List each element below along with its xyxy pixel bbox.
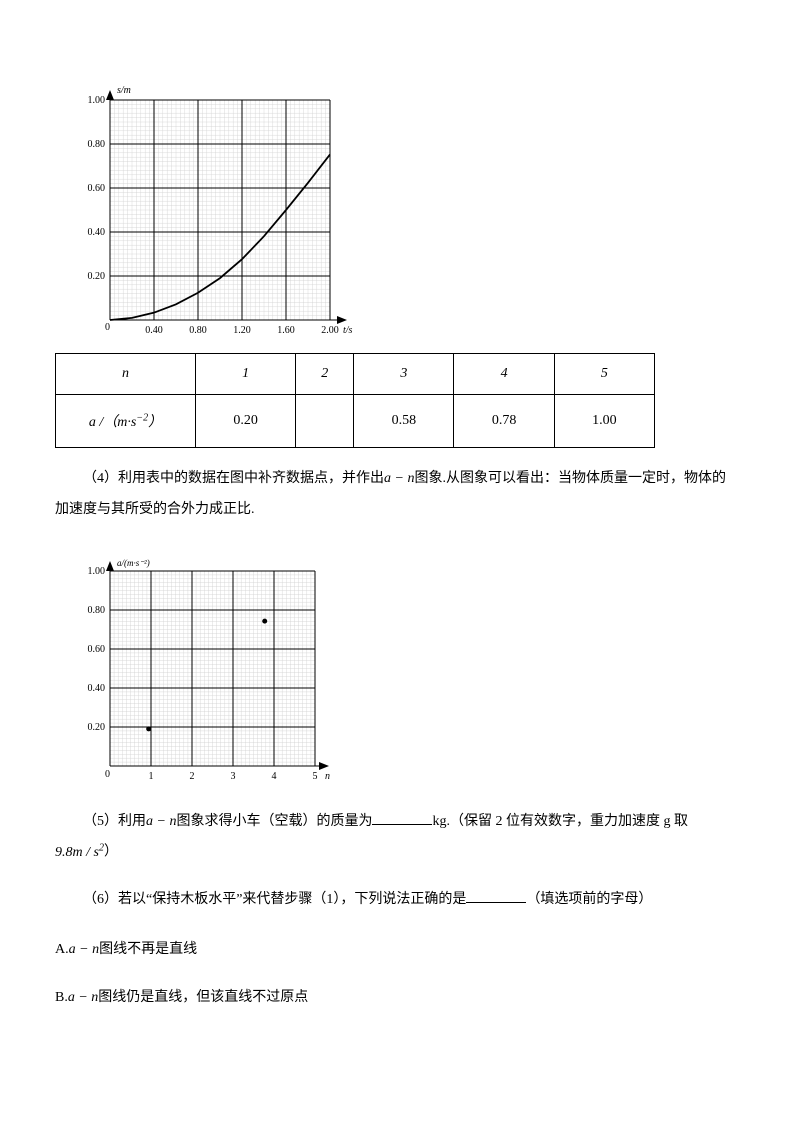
c1-xlabel: t/s (343, 325, 353, 336)
c2-xlabel: n (325, 771, 330, 782)
option-b-text: 图线仍是直线，但该直线不过原点 (98, 990, 308, 1005)
option-b: B.a − n图线仍是直线，但该直线不过原点 (55, 984, 739, 1012)
c1-ytick-3: 0.80 (88, 139, 106, 150)
q6-blank[interactable] (466, 889, 526, 903)
c1-xtick-3: 1.60 (277, 325, 295, 336)
q4-pre: （4）利用表中的数据在图中补齐数据点，并作出 (83, 471, 384, 486)
question-6: （6）若以“保持木板水平”来代替步骤（1），下列说法正确的是 （填选项前的字母） (55, 885, 739, 916)
q5-pre: （5）利用 (83, 814, 146, 829)
option-a-text: 图线不再是直线 (99, 942, 197, 957)
q5-g: 9.8m / s2 (55, 845, 104, 860)
c2-xtick-4: 5 (313, 771, 318, 782)
table-header-4: 4 (454, 354, 554, 395)
c2-xtick-0: 1 (149, 771, 154, 782)
option-a-prefix: A. (55, 942, 69, 957)
options-list: A.a − n图线不再是直线 B.a − n图线仍是直线，但该直线不过原点 (55, 936, 739, 1012)
question-4: （4）利用表中的数据在图中补齐数据点，并作出a − n图象.从图象可以看出：当物… (55, 464, 739, 526)
c2-ytick-2: 0.60 (88, 644, 106, 655)
table-header-5: 5 (554, 354, 654, 395)
c2-xtick-2: 3 (231, 771, 236, 782)
question-5: （5）利用a − n图象求得小车（空载）的质量为 kg.（保留 2 位有效数字，重… (55, 807, 739, 869)
chart-a-vs-n: 0.20 0.40 0.60 0.80 1.00 1 2 3 4 5 a/(m·… (55, 556, 739, 791)
c2-ytick-1: 0.40 (88, 683, 106, 694)
svg-text:0: 0 (105, 322, 110, 333)
table-row: a /（m·s−2） 0.20 0.58 0.78 1.00 (56, 395, 655, 448)
svg-text:0: 0 (105, 769, 110, 780)
c1-xtick-1: 0.80 (189, 325, 207, 336)
c2-ylabel: a/(m·s⁻²) (117, 558, 150, 568)
table-header-1: 1 (196, 354, 296, 395)
q5-mid: 图象求得小车（空载）的质量为 (176, 814, 372, 829)
q6-tail: （填选项前的字母） (526, 892, 652, 907)
table-val-1: 0.20 (196, 395, 296, 448)
table-header-n: n (56, 354, 196, 395)
q5-end: ） (104, 845, 118, 860)
option-b-math: a − n (68, 990, 98, 1005)
c1-ytick-0: 0.20 (88, 271, 106, 282)
chart-s-vs-t: 0.20 0.40 0.60 0.80 1.00 0.40 0.80 1.20 … (55, 80, 739, 345)
table-header-2: 2 (296, 354, 354, 395)
q5-math: a − n (146, 814, 176, 829)
table-val-4: 0.78 (454, 395, 554, 448)
c1-ytick-1: 0.40 (88, 227, 106, 238)
c2-xtick-1: 2 (190, 771, 195, 782)
c2-ytick-4: 1.00 (88, 566, 106, 577)
table-row: n 1 2 3 4 5 (56, 354, 655, 395)
c1-ytick-4: 1.00 (88, 95, 106, 106)
option-b-prefix: B. (55, 990, 68, 1005)
table-header-3: 3 (354, 354, 454, 395)
c2-ytick-0: 0.20 (88, 722, 106, 733)
q5-post: kg.（保留 2 位有效数字，重力加速度 g 取 (432, 814, 688, 829)
q6-text: （6）若以“保持木板水平”来代替步骤（1），下列说法正确的是 (83, 892, 466, 907)
table-val-5: 1.00 (554, 395, 654, 448)
c1-xtick-4: 2.00 (321, 325, 339, 336)
option-a: A.a − n图线不再是直线 (55, 936, 739, 964)
table-val-2 (296, 395, 354, 448)
option-a-math: a − n (69, 942, 99, 957)
data-table: n 1 2 3 4 5 a /（m·s−2） 0.20 0.58 0.78 1.… (55, 353, 655, 448)
table-row-label: a /（m·s−2） (56, 395, 196, 448)
c1-ytick-2: 0.60 (88, 183, 106, 194)
c2-ytick-3: 0.80 (88, 605, 106, 616)
c1-xtick-0: 0.40 (145, 325, 163, 336)
q5-blank[interactable] (372, 811, 432, 825)
q4-math: a − n (384, 471, 414, 486)
table-val-3: 0.58 (354, 395, 454, 448)
c2-xtick-3: 4 (272, 771, 277, 782)
c1-xtick-2: 1.20 (233, 325, 251, 336)
c1-ylabel: s/m (117, 85, 131, 96)
